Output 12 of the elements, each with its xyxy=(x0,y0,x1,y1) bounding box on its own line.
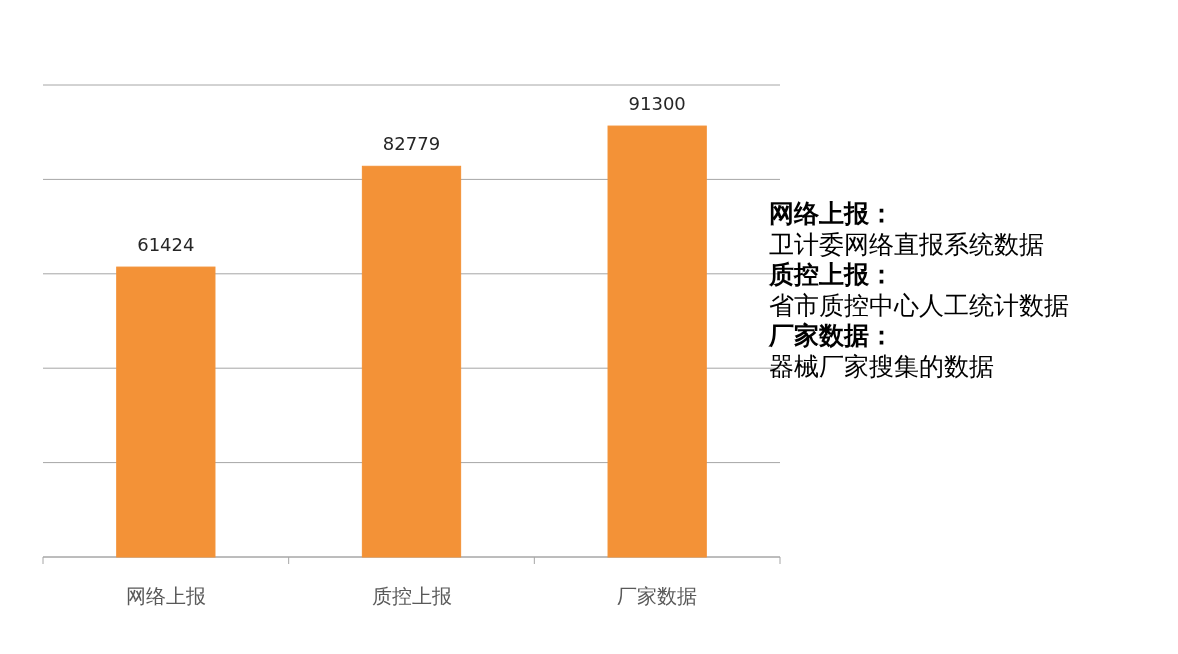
x-tick-label: 质控上报 xyxy=(371,584,452,608)
annotation: 厂家数据： xyxy=(768,321,894,350)
annotation: 省市质控中心人工统计数据 xyxy=(769,290,1069,320)
x-tick-label: 网络上报 xyxy=(125,584,206,608)
data-label: 82779 xyxy=(382,133,441,155)
x-tick-label: 厂家数据 xyxy=(617,584,698,608)
annotation: 卫计委网络直报系统数据 xyxy=(769,229,1044,259)
annotation: 器械厂家搜集的数据 xyxy=(769,351,994,381)
annotation: 质控上报： xyxy=(768,260,894,289)
data-label: 61424 xyxy=(137,234,195,256)
annotation: 网络上报： xyxy=(769,199,894,228)
data-label: 91300 xyxy=(628,93,686,115)
